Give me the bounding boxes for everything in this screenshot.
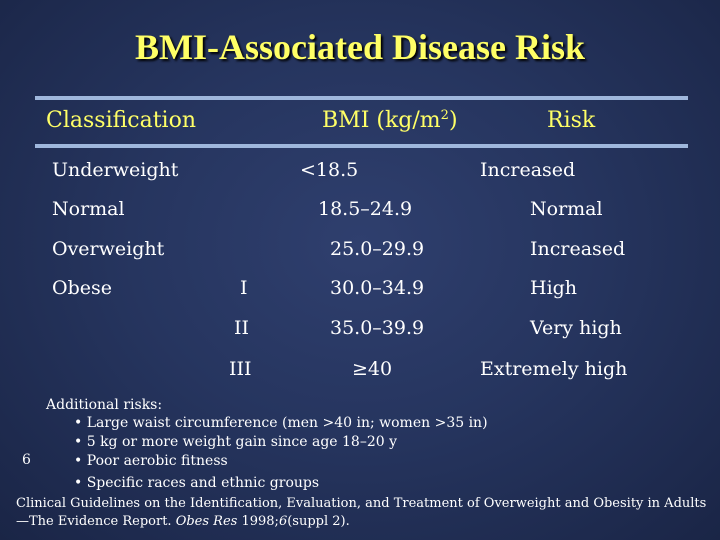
row-obese-class-1-risk: High (530, 277, 578, 299)
header-classification: Classification (46, 108, 197, 133)
citation: Clinical Guidelines on the Identificatio… (16, 495, 716, 531)
additional-risks-heading: Additional risks: (46, 397, 163, 413)
row-underweight-risk: Increased (480, 159, 576, 181)
row-overweight-risk: Increased (530, 238, 626, 260)
row-underweight-classification: Underweight (52, 159, 179, 181)
page-number: 6 (22, 452, 31, 468)
row-overweight-bmi: 25.0–29.9 (330, 238, 425, 260)
row-obese-class-1-bmi: 30.0–34.9 (330, 277, 425, 299)
citation-suppl: (suppl 2). (287, 514, 350, 529)
header-bmi-superscript: 2 (440, 108, 449, 123)
row-normal-bmi: 18.5–24.9 (318, 198, 413, 220)
header-top-rule (35, 96, 688, 100)
header-bmi-label: BMI (kg/m (322, 108, 441, 133)
slide-title: BMI-Associated Disease Risk (135, 27, 585, 67)
row-obese-class-1: I (240, 277, 248, 299)
additional-risk-item: Poor aerobic fitness (74, 453, 228, 469)
header-bottom-rule (35, 144, 688, 148)
row-obese-class-3-risk: Extremely high (480, 358, 628, 380)
row-normal-risk: Normal (530, 198, 603, 220)
additional-risk-item: Large waist circumference (men >40 in; w… (74, 415, 488, 431)
citation-volume: 6 (278, 514, 288, 529)
header-risk: Risk (547, 108, 596, 133)
row-obese-classification: Obese (52, 277, 112, 299)
additional-risk-item: Specific races and ethnic groups (74, 475, 319, 491)
header-bmi-close: ) (448, 108, 458, 133)
header-bmi: BMI (kg/m2) (322, 108, 458, 133)
additional-risk-item: 5 kg or more weight gain since age 18–20… (74, 434, 397, 450)
citation-text: Clinical Guidelines on the Identificatio… (16, 496, 707, 529)
row-obese-class-2: II (234, 317, 250, 339)
row-obese-class-2-risk: Very high (530, 317, 622, 339)
citation-journal: Obes Res (175, 514, 238, 529)
row-overweight-classification: Overweight (52, 238, 165, 260)
row-obese-class-3-bmi: ≥40 (352, 358, 393, 380)
citation-year: 1998; (237, 514, 279, 529)
row-normal-classification: Normal (52, 198, 125, 220)
row-underweight-bmi: <18.5 (300, 159, 359, 181)
row-obese-class-2-bmi: 35.0–39.9 (330, 317, 425, 339)
row-obese-class-3: III (229, 358, 252, 380)
